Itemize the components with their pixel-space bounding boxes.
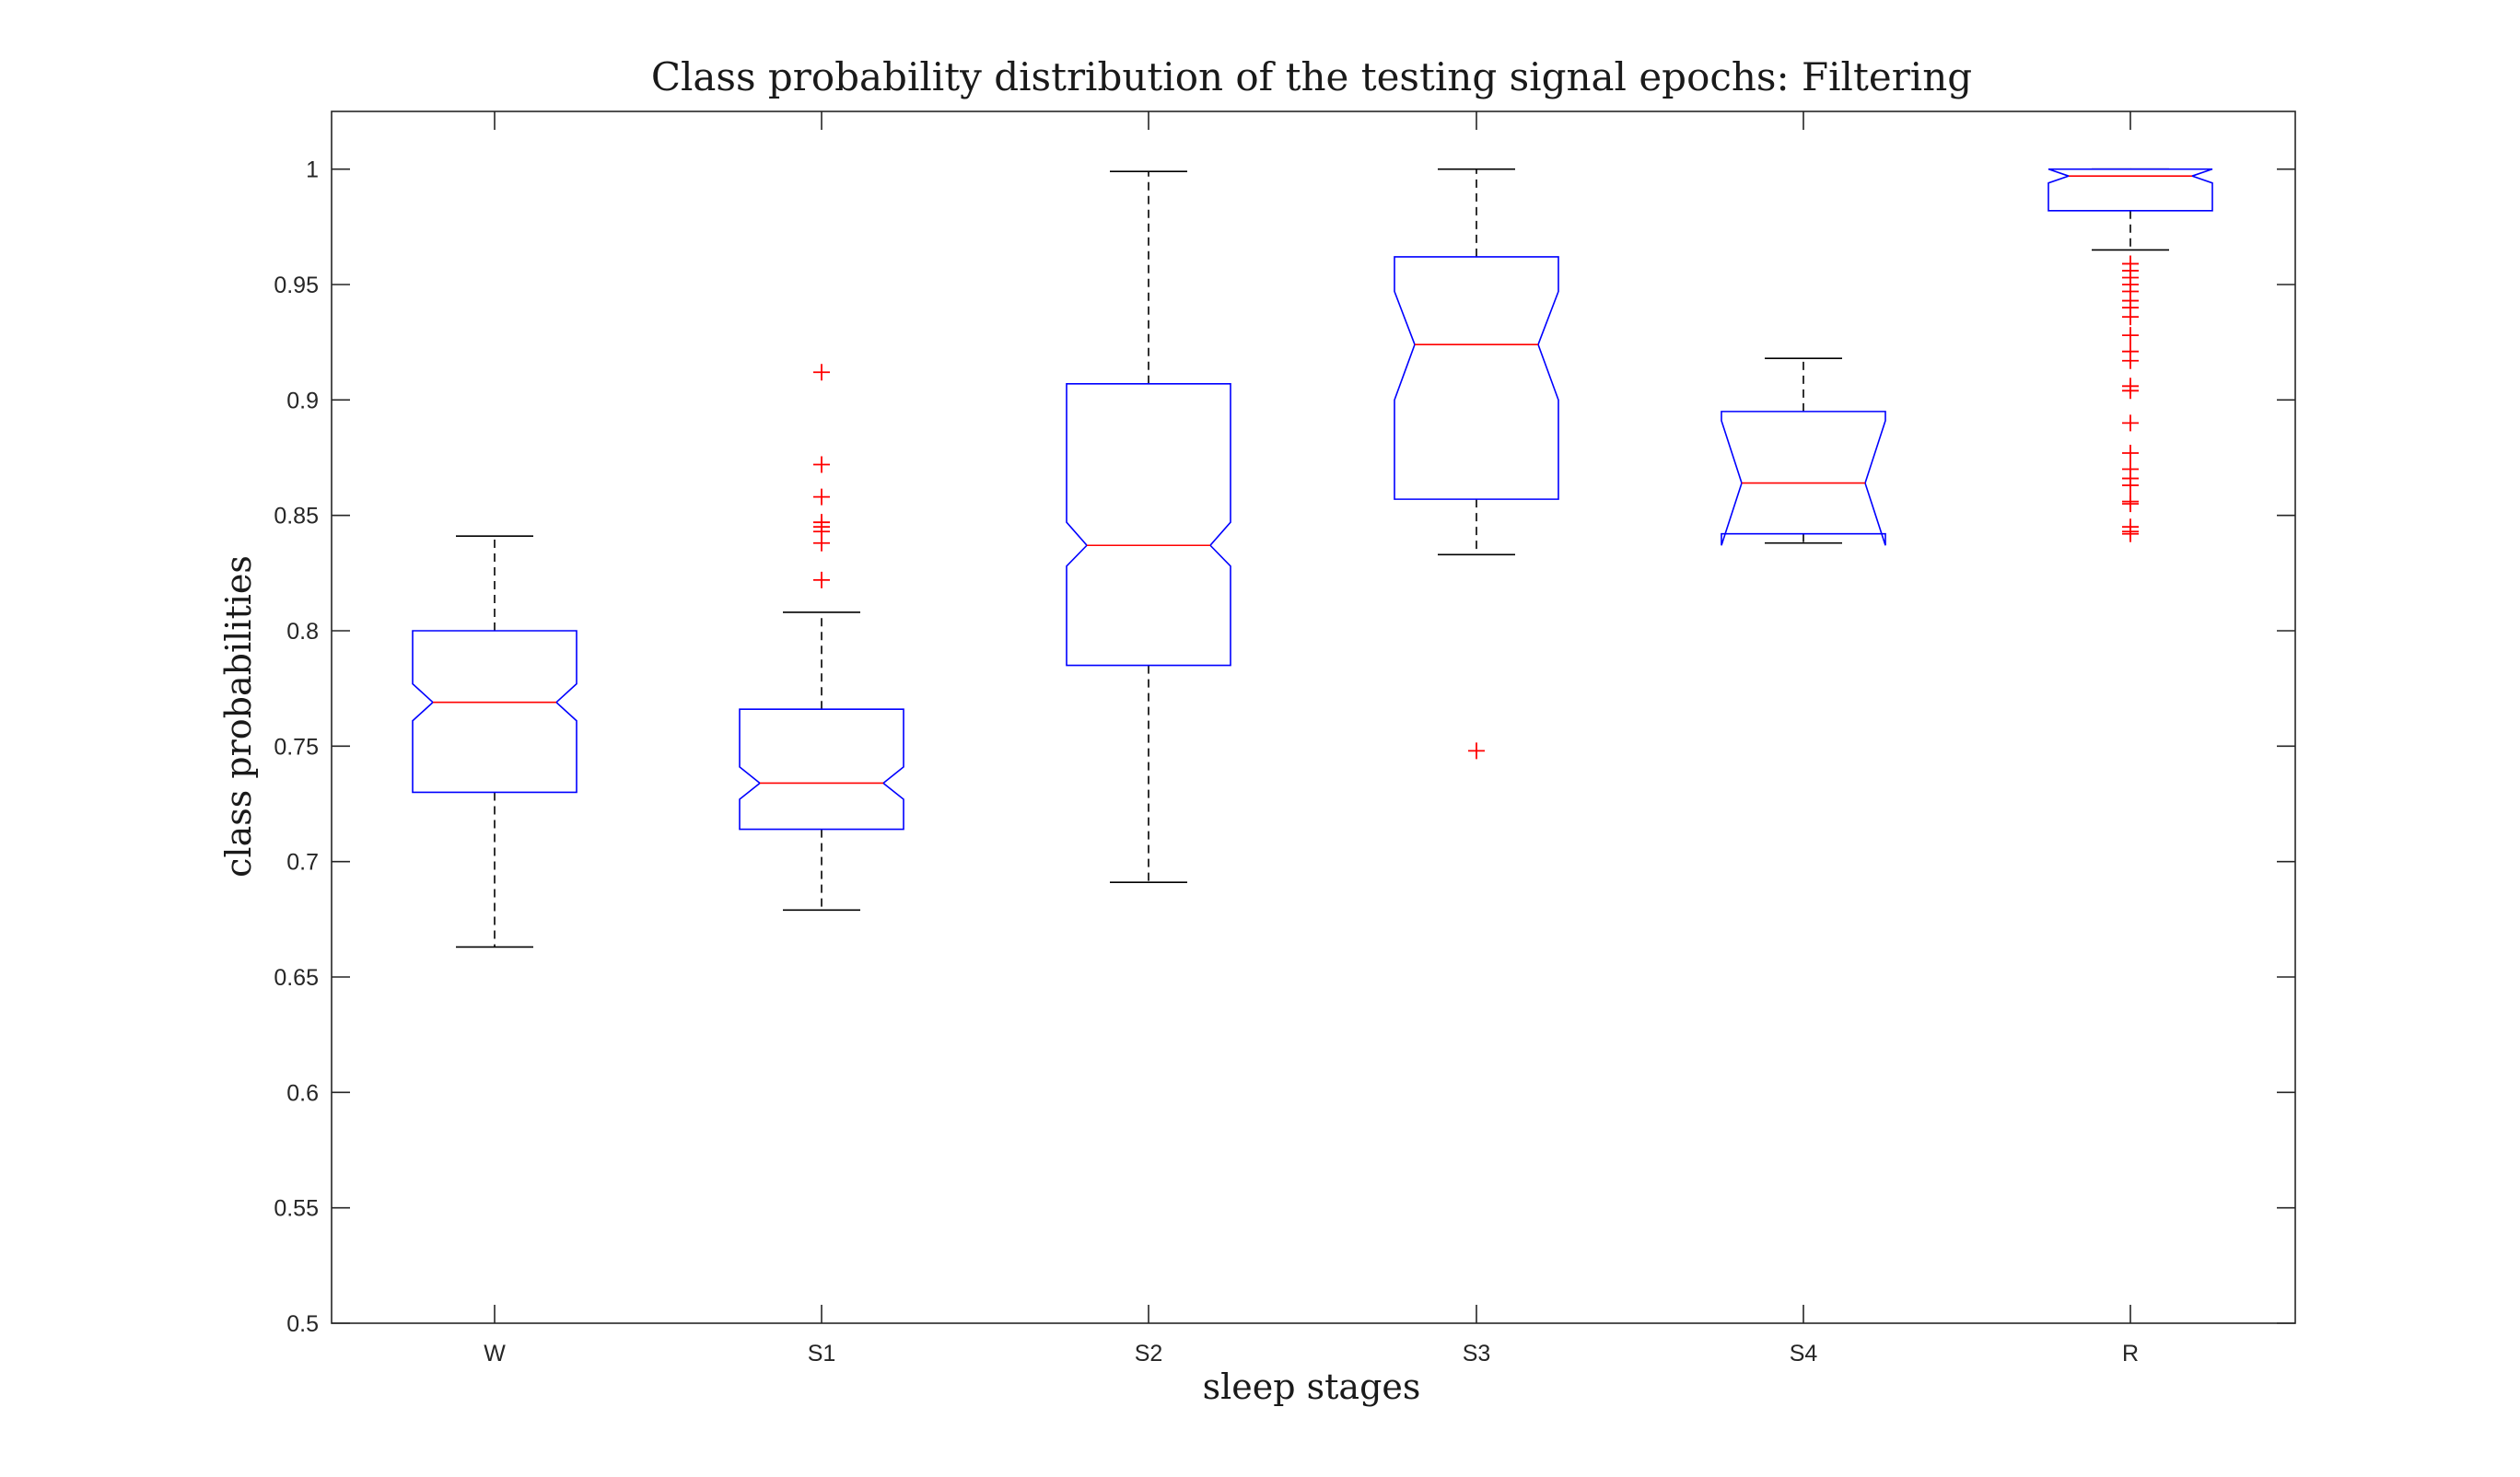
y-tick-label: 0.6 (286, 1080, 319, 1106)
outlier-marker (813, 534, 830, 552)
outlier-marker (2122, 414, 2139, 432)
plot-frame (331, 110, 2296, 1324)
x-tick-label: W (484, 1341, 506, 1367)
y-tick-label: 0.65 (274, 965, 319, 991)
y-tick-label: 0.5 (286, 1311, 319, 1337)
plot-area: 0.5 0.55 0.6 0.65 0.7 0.75 0.8 0.85 0.9 0.95 1 W S1 S… (274, 110, 2296, 1367)
y-tick-label: 0.85 (274, 504, 319, 529)
outlier-marker (1468, 742, 1485, 760)
y-tick-label: 1 (306, 157, 319, 183)
outlier-marker (2122, 444, 2139, 461)
outlier-marker (2122, 477, 2139, 494)
box-S2 (1066, 382, 1231, 667)
outlier-marker (2122, 382, 2139, 400)
box-R (2048, 168, 2213, 212)
x-tick-label: S1 (808, 1341, 836, 1367)
y-axis-label: class probabilities (218, 555, 259, 878)
outlier-marker (2122, 525, 2139, 542)
x-tick-label: S2 (1135, 1341, 1163, 1367)
chart-title: Class probability distribution of the te… (651, 54, 1972, 99)
outlier-marker (813, 571, 830, 588)
x-tick-label: R (2122, 1341, 2139, 1367)
y-tick-label: 0.75 (274, 734, 319, 760)
y-tick-label: 0.8 (286, 619, 319, 645)
outlier-marker (2122, 308, 2139, 326)
outlier-marker (813, 364, 830, 381)
outlier-marker (2122, 495, 2139, 513)
x-tick-label: S3 (1463, 1341, 1491, 1367)
y-tick-label: 0.9 (286, 388, 319, 413)
outlier-marker (813, 456, 830, 473)
box-W (412, 630, 578, 794)
y-tick-label: 0.55 (274, 1196, 319, 1222)
x-tick-label: S4 (1790, 1341, 1818, 1367)
y-tick-label: 0.7 (286, 850, 319, 876)
outlier-marker (2122, 352, 2139, 369)
x-axis-label: sleep stages (1203, 1367, 1421, 1407)
box-S4 (1721, 411, 1886, 546)
y-tick-label: 0.95 (274, 273, 319, 298)
outlier-marker (813, 488, 830, 506)
box-S3 (1394, 256, 1559, 500)
outlier-marker (2122, 327, 2139, 344)
box-S1 (739, 708, 904, 831)
